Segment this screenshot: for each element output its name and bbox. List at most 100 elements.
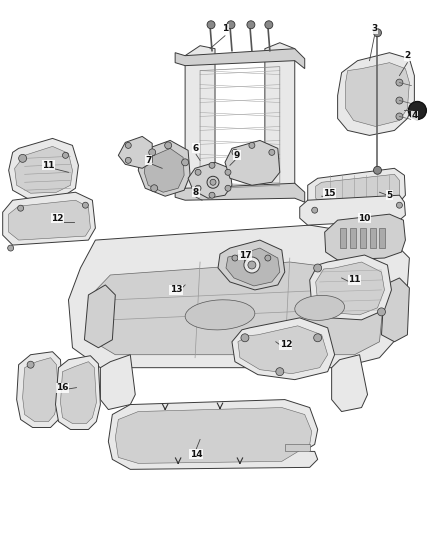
Polygon shape <box>88 262 385 355</box>
Polygon shape <box>60 362 96 424</box>
Circle shape <box>396 97 403 104</box>
Text: 16: 16 <box>56 383 69 392</box>
Polygon shape <box>108 400 318 470</box>
Circle shape <box>244 257 260 273</box>
Polygon shape <box>14 147 72 193</box>
Circle shape <box>18 205 24 211</box>
Polygon shape <box>285 445 310 451</box>
Circle shape <box>195 185 201 191</box>
Polygon shape <box>3 192 95 245</box>
Text: 13: 13 <box>170 286 182 294</box>
Circle shape <box>265 21 273 29</box>
Circle shape <box>374 29 381 37</box>
Circle shape <box>249 142 255 148</box>
Text: 17: 17 <box>239 251 251 260</box>
Polygon shape <box>316 174 399 204</box>
Circle shape <box>241 334 249 342</box>
Circle shape <box>314 264 321 272</box>
Polygon shape <box>381 278 410 342</box>
Circle shape <box>247 21 255 29</box>
Circle shape <box>232 255 238 261</box>
Text: 5: 5 <box>386 191 392 200</box>
Polygon shape <box>185 46 215 196</box>
Circle shape <box>27 361 34 368</box>
Circle shape <box>195 169 201 175</box>
Circle shape <box>209 192 215 198</box>
Polygon shape <box>56 356 100 430</box>
Polygon shape <box>325 214 406 260</box>
Polygon shape <box>226 248 280 286</box>
Text: 12: 12 <box>51 214 64 223</box>
Circle shape <box>232 149 238 155</box>
Text: 3: 3 <box>371 25 378 33</box>
Text: 6: 6 <box>193 144 199 153</box>
Polygon shape <box>346 63 410 126</box>
Polygon shape <box>370 228 375 248</box>
Circle shape <box>125 157 131 163</box>
Text: 11: 11 <box>42 161 55 170</box>
Circle shape <box>225 169 231 175</box>
Circle shape <box>408 101 426 119</box>
Polygon shape <box>265 43 295 196</box>
Circle shape <box>82 202 88 208</box>
Ellipse shape <box>295 295 345 320</box>
Circle shape <box>210 179 216 185</box>
Polygon shape <box>17 352 63 427</box>
Polygon shape <box>232 318 335 379</box>
Polygon shape <box>85 285 115 348</box>
Ellipse shape <box>185 300 255 330</box>
Circle shape <box>269 149 275 155</box>
Circle shape <box>312 207 318 213</box>
Polygon shape <box>225 140 280 185</box>
Polygon shape <box>100 355 135 409</box>
Polygon shape <box>308 168 406 208</box>
Text: 12: 12 <box>279 340 292 349</box>
Text: 14: 14 <box>190 450 202 459</box>
Polygon shape <box>310 255 392 320</box>
Circle shape <box>125 142 131 148</box>
Circle shape <box>209 163 215 168</box>
Circle shape <box>314 334 321 342</box>
Polygon shape <box>238 326 328 374</box>
Circle shape <box>227 21 235 29</box>
Text: 7: 7 <box>145 156 152 165</box>
Polygon shape <box>9 139 78 200</box>
Circle shape <box>265 255 271 261</box>
Polygon shape <box>23 358 59 422</box>
Circle shape <box>207 176 219 188</box>
Circle shape <box>396 202 403 208</box>
Polygon shape <box>68 225 410 368</box>
Polygon shape <box>360 228 366 248</box>
Polygon shape <box>339 228 346 248</box>
Circle shape <box>149 149 155 156</box>
Polygon shape <box>118 136 152 168</box>
Circle shape <box>151 185 158 192</box>
Circle shape <box>8 245 14 251</box>
Circle shape <box>276 368 284 376</box>
Polygon shape <box>350 228 356 248</box>
Polygon shape <box>316 262 385 315</box>
Polygon shape <box>300 195 406 225</box>
Circle shape <box>182 159 189 166</box>
Text: 11: 11 <box>348 276 361 285</box>
Polygon shape <box>379 228 385 248</box>
Text: 4: 4 <box>411 111 417 120</box>
Circle shape <box>225 185 231 191</box>
Text: 9: 9 <box>234 151 240 160</box>
Polygon shape <box>144 148 184 192</box>
Polygon shape <box>175 49 305 69</box>
Polygon shape <box>218 240 285 290</box>
Circle shape <box>396 113 403 120</box>
Text: 15: 15 <box>323 189 336 198</box>
Text: 2: 2 <box>404 51 410 60</box>
Polygon shape <box>9 200 90 240</box>
Circle shape <box>396 79 403 86</box>
Text: 1: 1 <box>222 25 228 33</box>
Polygon shape <box>138 140 190 196</box>
Polygon shape <box>115 408 312 463</box>
Circle shape <box>378 308 385 316</box>
Circle shape <box>63 152 68 158</box>
Text: 10: 10 <box>358 214 371 223</box>
Polygon shape <box>175 183 305 202</box>
Circle shape <box>207 21 215 29</box>
